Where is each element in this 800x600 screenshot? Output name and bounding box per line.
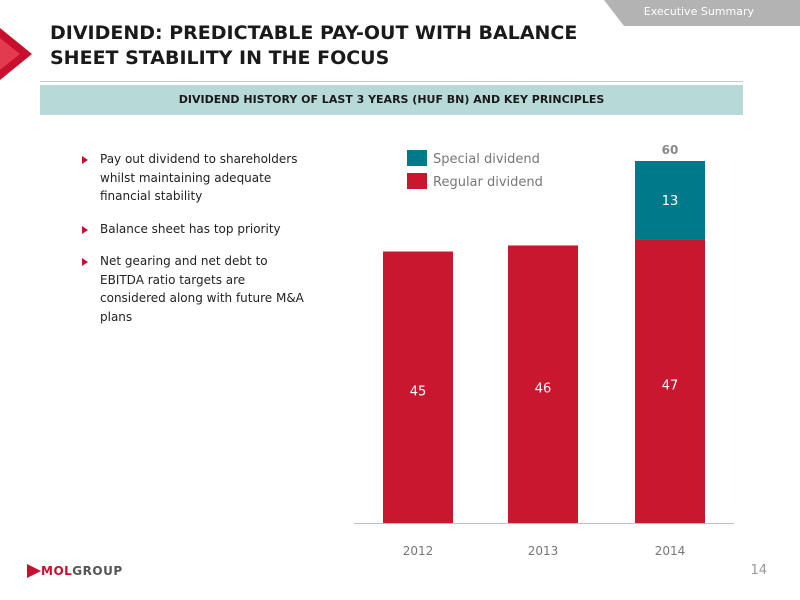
- logo-text-mol: MOL: [41, 564, 73, 578]
- red-diamond-icon: [0, 28, 32, 80]
- triangle-bullet-icon: [82, 258, 88, 266]
- chart-subtitle: DIVIDEND HISTORY OF LAST 3 YEARS (HUF BN…: [178, 93, 605, 106]
- bullet-text: Balance sheet has top priority: [100, 221, 281, 236]
- triangle-bullet-icon: [82, 225, 88, 234]
- bar-value-label: 45: [410, 384, 427, 399]
- bar-special-2014: [635, 161, 705, 240]
- bullet-item: Pay out dividend to shareholders whilst …: [80, 150, 310, 206]
- bullet-text: Net gearing and net debt to EBITDA ratio…: [100, 254, 304, 324]
- section-tag-label: Executive Summary: [643, 5, 754, 18]
- footer-logo: MOLGROUP: [27, 564, 123, 578]
- section-tag: Executive Summary: [604, 0, 800, 26]
- bullet-item: Balance sheet has top priority: [80, 220, 310, 239]
- page-number: 14: [750, 563, 767, 578]
- page-title: DIVIDEND: PREDICTABLE PAY-OUT WITH BALAN…: [50, 22, 578, 69]
- title-divider: [40, 81, 743, 82]
- subtitle-bar: DIVIDEND HISTORY OF LAST 3 YEARS (HUF BN…: [40, 85, 743, 115]
- logo-triangle-icon: [27, 564, 41, 578]
- section-tag-shape: [604, 0, 800, 26]
- bar-regular-2012: [383, 251, 453, 523]
- triangle-bullet-icon: [82, 156, 88, 164]
- bar-total-label: 60: [662, 143, 679, 157]
- bullet-item: Net gearing and net debt to EBITDA ratio…: [80, 252, 310, 326]
- logo-text-group: GROUP: [72, 564, 123, 578]
- bar-regular-2013: [508, 245, 578, 523]
- x-tick-label: 2013: [528, 544, 559, 558]
- legend-label: Special dividend: [433, 152, 540, 167]
- legend-swatch: [407, 173, 427, 189]
- bar-regular-2014: [635, 239, 705, 523]
- legend-label: Regular dividend: [433, 175, 543, 190]
- bar-value-label: 13: [662, 194, 679, 209]
- dividend-bar-chart: 45 2012 46 2013 47 13 60 2014 Special dividend Re…: [354, 143, 734, 558]
- x-tick-label: 2012: [403, 544, 434, 558]
- legend-swatch: [407, 150, 427, 166]
- bullet-text: Pay out dividend to shareholders whilst …: [100, 152, 298, 203]
- bar-value-label: 46: [535, 382, 552, 397]
- x-tick-label: 2014: [655, 544, 686, 558]
- bar-value-label: 47: [662, 379, 679, 394]
- key-principles-list: Pay out dividend to shareholders whilst …: [80, 150, 310, 340]
